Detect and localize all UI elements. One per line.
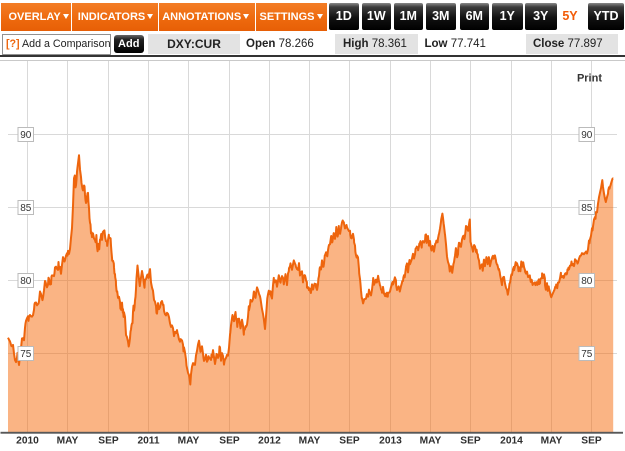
svg-text:SEP: SEP — [339, 436, 360, 447]
svg-text:80: 80 — [581, 276, 593, 287]
svg-text:SEP: SEP — [98, 436, 119, 447]
svg-text:90: 90 — [581, 130, 593, 141]
svg-text:Print: Print — [577, 73, 602, 85]
svg-text:2010: 2010 — [16, 436, 39, 447]
svg-text:75: 75 — [581, 349, 593, 360]
svg-text:MAY: MAY — [541, 436, 563, 447]
svg-text:MAY: MAY — [178, 436, 200, 447]
svg-text:2011: 2011 — [137, 436, 159, 447]
svg-text:85: 85 — [20, 203, 32, 214]
svg-text:SEP: SEP — [460, 436, 481, 447]
svg-text:SEP: SEP — [219, 436, 240, 447]
svg-text:MAY: MAY — [420, 436, 442, 447]
svg-text:85: 85 — [581, 203, 593, 214]
svg-text:MAY: MAY — [57, 436, 79, 447]
svg-text:2014: 2014 — [500, 436, 523, 447]
svg-text:90: 90 — [20, 130, 32, 141]
svg-text:SEP: SEP — [581, 436, 602, 447]
svg-text:75: 75 — [20, 349, 32, 360]
svg-text:2012: 2012 — [258, 436, 281, 447]
svg-text:80: 80 — [20, 276, 32, 287]
svg-text:MAY: MAY — [299, 436, 321, 447]
svg-text:2013: 2013 — [379, 436, 402, 447]
